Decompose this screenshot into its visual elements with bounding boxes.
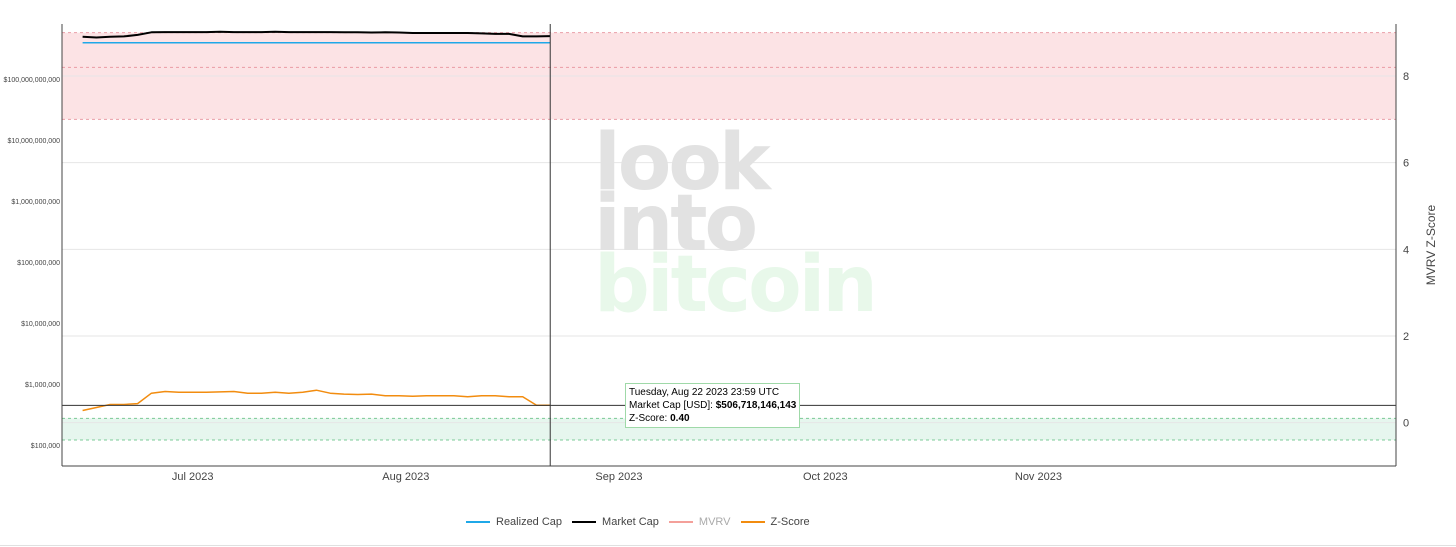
tooltip-zscore-label: Z-Score: xyxy=(629,413,671,424)
left-tick-label-5: $10,000,000,000 xyxy=(7,138,60,145)
right-tick-label-2: 4 xyxy=(1403,244,1409,256)
axes xyxy=(61,24,1397,467)
tooltip-market-cap-value: $506,718,146,143 xyxy=(715,400,797,411)
watermark-line-2: into xyxy=(594,179,756,269)
left-tick-label-1: $1,000,000 xyxy=(25,382,60,389)
legend-swatch-market-cap xyxy=(572,521,597,523)
tooltip-date: Tuesday, Aug 22 2023 23:59 UTC xyxy=(629,387,780,398)
legend-swatch-mvrv xyxy=(668,521,693,523)
legend-swatch-z-score xyxy=(740,521,765,523)
left-tick-label-3: $100,000,000 xyxy=(17,260,60,267)
x-tick-label-3: Oct 2023 xyxy=(803,471,848,483)
legend-label-z-score: Z-Score xyxy=(770,516,810,528)
legend-label-market-cap: Market Cap xyxy=(602,516,659,528)
tooltip-market-cap: Market Cap [USD]: $506,718,146,143 xyxy=(629,399,796,412)
left-tick-label-6: $100,000,000,000 xyxy=(4,77,61,84)
left-tick-label-2: $10,000,000 xyxy=(21,321,60,328)
x-tick-label-0: Jul 2023 xyxy=(172,471,214,483)
bottom-divider xyxy=(0,545,1456,546)
legend-item-mvrv[interactable]: MVRV xyxy=(668,516,731,528)
right-tick-label-3: 6 xyxy=(1403,158,1409,170)
right-tick-label-4: 8 xyxy=(1403,71,1409,83)
watermark-line-3: bitcoin xyxy=(594,240,875,330)
legend-label-realized-cap: Realized Cap xyxy=(496,516,563,528)
legend-swatch-realized-cap xyxy=(466,521,490,523)
right-axis-title: MVRV Z-Score xyxy=(1424,204,1438,285)
right-tick-label-1: 2 xyxy=(1403,331,1409,343)
watermark-line-1: look xyxy=(594,118,773,208)
legend-label-mvrv: MVRV xyxy=(698,516,731,528)
x-tick-label-2: Sep 2023 xyxy=(595,471,642,483)
left-axis-ticks: $100,000 $1,000,000 $10,000,000 $100,000,00… xyxy=(4,77,61,450)
x-tick-label-4: Nov 2023 xyxy=(1015,471,1062,483)
tooltip-zscore-value: 0.40 xyxy=(670,413,690,424)
right-tick-label-0: 0 xyxy=(1403,418,1409,430)
x-tick-label-1: Aug 2023 xyxy=(382,471,429,483)
green-band xyxy=(62,418,1396,440)
series-lines xyxy=(82,30,551,412)
x-axis-ticks: Jul 2023 Aug 2023 Sep 2023 Oct 2023 Nov 2023 xyxy=(172,471,1062,483)
right-axis-ticks: 0 2 4 6 8 xyxy=(1403,71,1409,430)
hover-tooltip: Tuesday, Aug 22 2023 23:59 UTC Market Ca… xyxy=(625,383,801,428)
legend: Realized Cap Market Cap MVRV Z-Score xyxy=(466,516,820,528)
legend-item-realized-cap[interactable]: Realized Cap xyxy=(466,516,562,528)
left-tick-label-4: $1,000,000,000 xyxy=(11,199,60,206)
series-line-z-score xyxy=(82,389,551,412)
left-tick-label-0: $100,000 xyxy=(31,443,60,450)
legend-item-market-cap[interactable]: Market Cap xyxy=(572,516,659,528)
watermark: look into bitcoin xyxy=(594,118,878,330)
series-line-market-cap xyxy=(82,30,551,39)
tooltip-zscore: Z-Score: 0.40 xyxy=(629,412,796,425)
tooltip-market-cap-label: Market Cap [USD]: xyxy=(629,400,716,411)
legend-item-z-score[interactable]: Z-Score xyxy=(740,516,810,528)
